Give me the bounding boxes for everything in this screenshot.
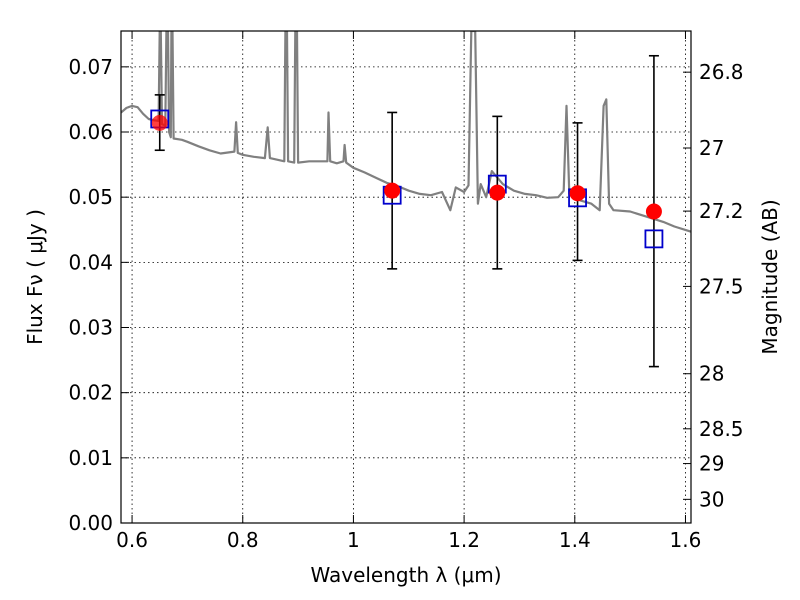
y2-tick-label: 29 — [699, 452, 724, 476]
y-tick-label: 0.06 — [68, 120, 113, 144]
observed-flux-point — [151, 114, 168, 131]
observed-flux-point — [645, 203, 662, 220]
y-axis-ticks: 0.00 0.01 0.02 0.03 0.04 0.05 0.06 0.07 — [68, 55, 129, 535]
y2-tick-label: 26.8 — [699, 60, 744, 84]
x-tick-label: 1.2 — [448, 528, 480, 552]
model-photometry-layer — [150, 109, 664, 249]
observed-flux-layer — [151, 114, 662, 220]
plot-frame — [120, 30, 692, 524]
y2-axis-label: Magnitude (AB) — [758, 199, 782, 354]
y2-tick-label: 27 — [699, 136, 724, 160]
errorbar-layer — [154, 54, 659, 368]
y-axis-label: Flux Fν ( μJy ) — [23, 209, 47, 345]
model-spectrum-line — [121, 31, 691, 233]
y-tick-label: 0.05 — [68, 185, 113, 209]
y2-tick-label: 28 — [699, 362, 724, 386]
y-tick-label: 0.03 — [68, 316, 113, 340]
y-tick-label: 0.00 — [68, 511, 113, 535]
y-tick-label: 0.02 — [68, 381, 113, 405]
y2-tick-label: 27.5 — [699, 274, 744, 298]
y2-tick-label: 28.5 — [699, 417, 744, 441]
observed-flux-point — [489, 184, 506, 201]
x-tick-label: 0.8 — [227, 528, 259, 552]
x-axis-label: Wavelength λ (μm) — [310, 563, 501, 587]
x-tick-label: 0.6 — [116, 528, 148, 552]
y-tick-label: 0.01 — [68, 446, 113, 470]
y-tick-label: 0.07 — [68, 55, 113, 79]
y2-tick-label: 30 — [699, 487, 724, 511]
observed-flux-point — [569, 185, 586, 202]
x-tick-label: 1 — [347, 528, 360, 552]
y2-tick-label: 27.2 — [699, 199, 744, 223]
x-axis-ticks: 0.6 0.8 1 1.2 1.4 1.6 — [116, 31, 701, 552]
observed-flux-point — [384, 182, 401, 199]
model-spectrum-layer — [121, 31, 691, 233]
model-photometry-point — [644, 229, 664, 249]
y-tick-label: 0.04 — [68, 250, 113, 274]
x-tick-label: 1.6 — [670, 528, 702, 552]
y2-axis-ticks: 26.8 27 27.2 27.5 28 28.5 29 30 — [683, 60, 744, 511]
x-tick-label: 1.4 — [559, 528, 591, 552]
